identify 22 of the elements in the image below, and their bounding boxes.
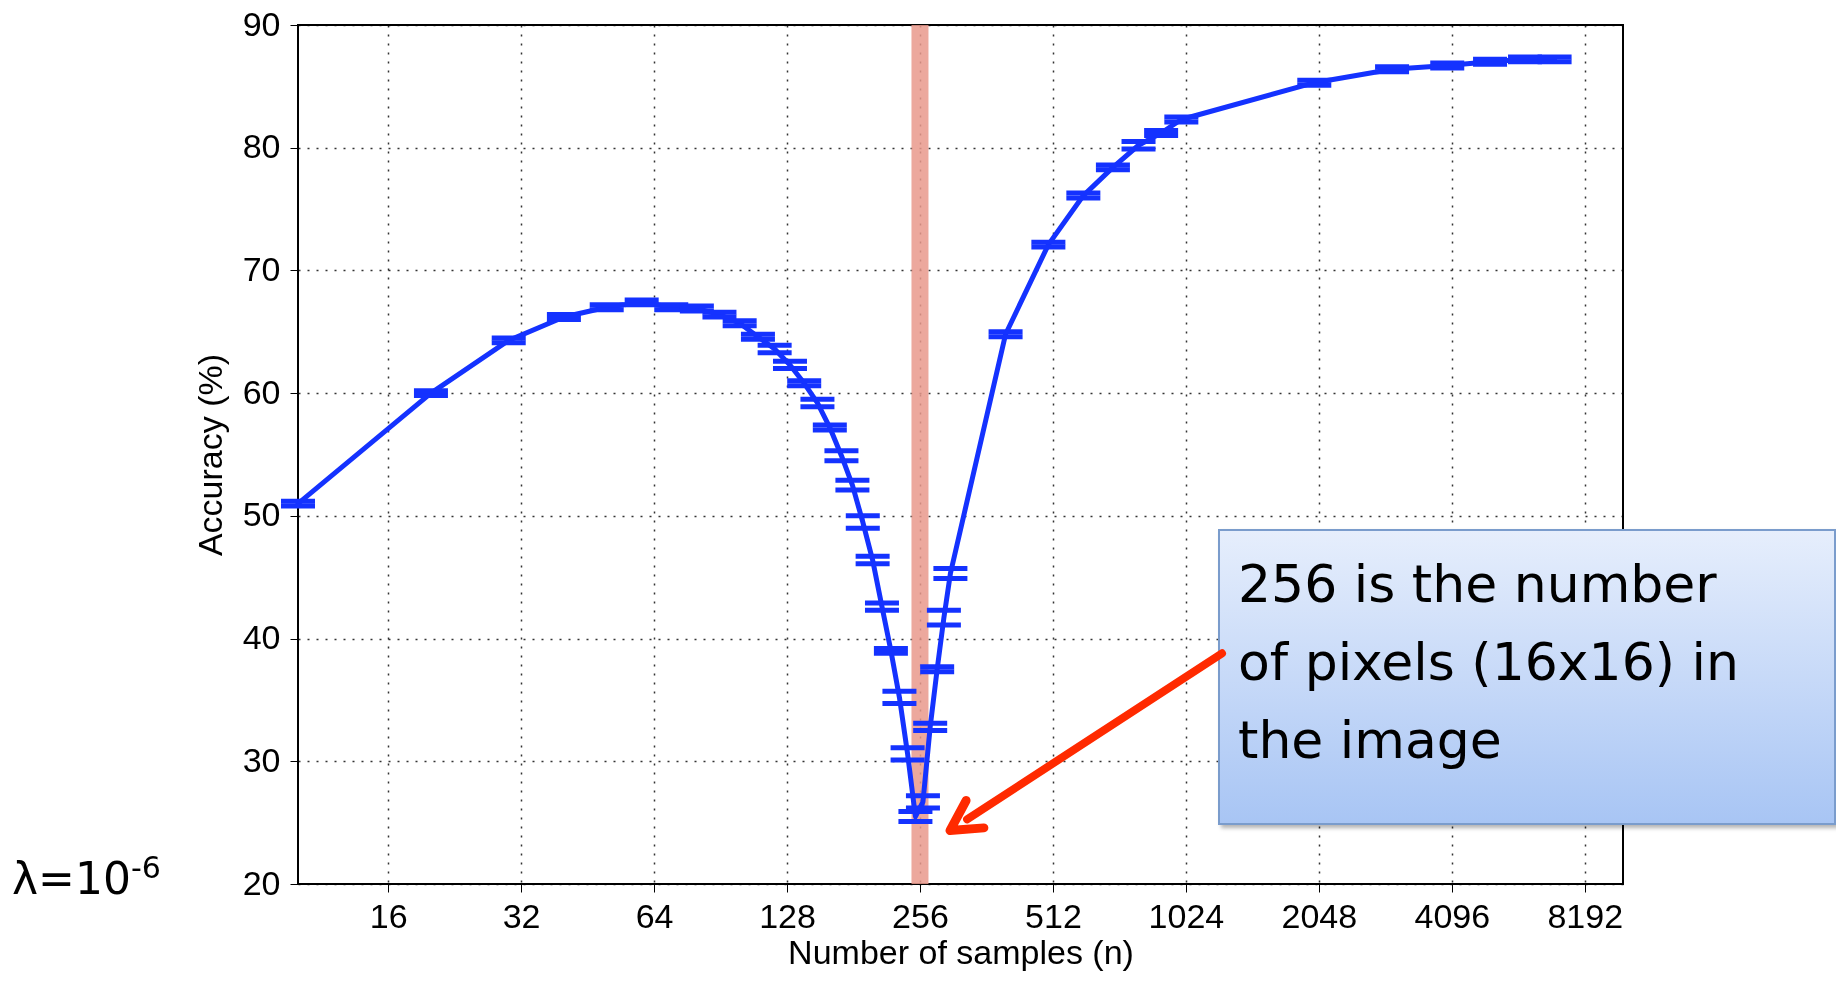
x-tick-label: 64 bbox=[635, 896, 674, 935]
y-tick-label: 60 bbox=[242, 372, 281, 411]
y-tick-label: 90 bbox=[242, 4, 281, 43]
x-axis-title: Number of samples (n) bbox=[788, 932, 1134, 971]
annotation: 256 is the number of pixels (16x16) in the image bbox=[1218, 529, 1836, 825]
text: λ=10$^{-6}$ bbox=[12, 850, 161, 904]
y-tick-label: 40 bbox=[242, 618, 281, 657]
x-tick-label: 512 bbox=[1025, 896, 1082, 935]
y-tick-label: 70 bbox=[242, 249, 281, 288]
x-tick-label: 1024 bbox=[1148, 896, 1225, 935]
y-tick-label: 50 bbox=[242, 495, 281, 534]
x-tick-label: 256 bbox=[892, 896, 949, 935]
x-tick-label: 32 bbox=[502, 896, 541, 935]
y-tick-label: 80 bbox=[242, 127, 281, 166]
y-tick-label: 30 bbox=[242, 740, 281, 779]
x-tick-label: 4096 bbox=[1414, 896, 1491, 935]
y-tick-label: 20 bbox=[242, 863, 281, 902]
x-tick-label: 16 bbox=[369, 896, 408, 935]
x-tick-label: 128 bbox=[759, 896, 816, 935]
x-tick-label: 2048 bbox=[1281, 896, 1358, 935]
x-tick-label: 8192 bbox=[1547, 896, 1624, 935]
y-axis-title: Accuracy (%) bbox=[190, 353, 229, 557]
